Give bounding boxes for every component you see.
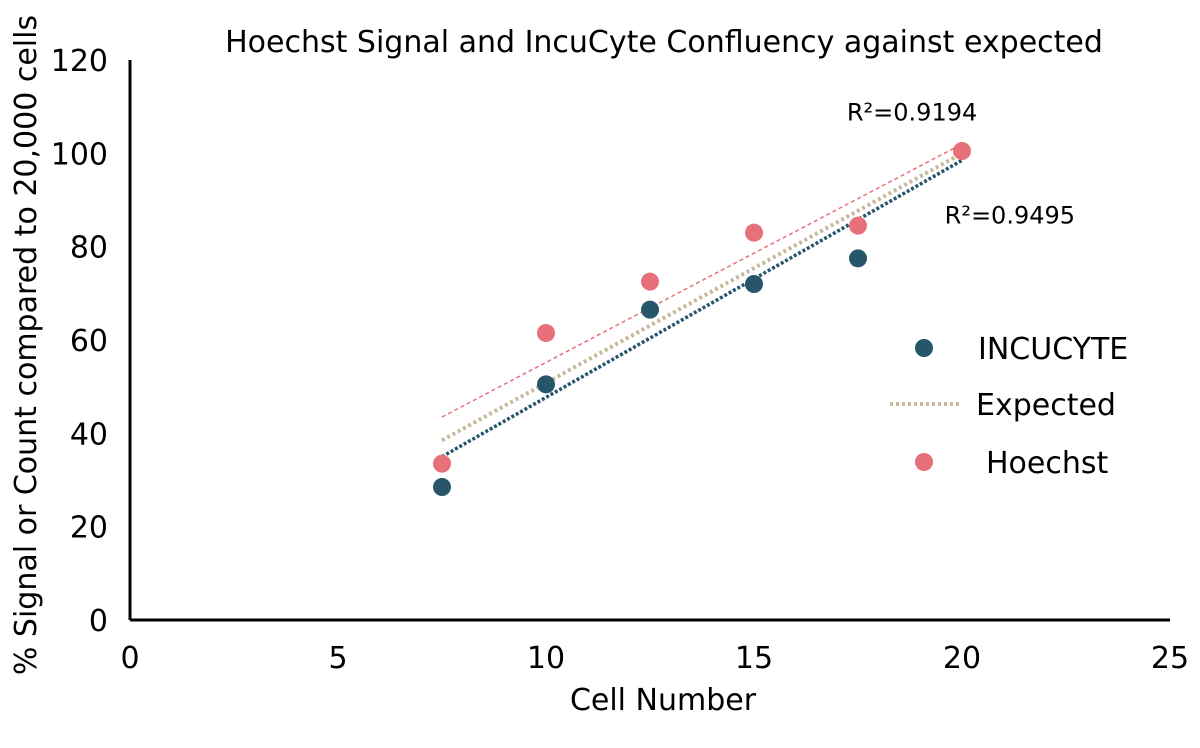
data-points — [433, 142, 971, 496]
hoechst-point — [433, 454, 451, 473]
y-tick-labels: 0 20 40 60 80 100 120 — [51, 44, 108, 639]
x-tick-label: 10 — [527, 641, 565, 676]
x-tick-label: 15 — [735, 641, 773, 676]
x-tick-label: 20 — [943, 641, 981, 676]
hoechst-point — [537, 324, 555, 342]
x-tick-label: 5 — [328, 641, 347, 676]
incucyte-point — [641, 300, 659, 319]
y-tick-label: 120 — [51, 44, 108, 79]
y-axis-title: % Signal or Count compared to 20,000 cel… — [9, 15, 44, 675]
hoechst-point — [953, 142, 971, 160]
y-tick-label: 100 — [51, 137, 108, 172]
legend: INCUCYTE Expected Hoechst — [890, 332, 1128, 481]
trendlines — [441, 143, 963, 459]
incucyte-point — [745, 275, 763, 293]
x-tick-label: 25 — [1151, 641, 1189, 676]
hoechst-point — [745, 223, 763, 242]
legend-label-hoechst: Hoechst — [986, 446, 1109, 481]
annotations: R²=0.9194 R²=0.9495 — [847, 99, 1075, 230]
x-axis-title: Cell Number — [570, 683, 757, 718]
legend-label-incucyte: INCUCYTE — [978, 332, 1128, 367]
incucyte-point — [433, 478, 451, 496]
x-tick-label: 0 — [120, 641, 139, 676]
hoechst-point — [849, 216, 867, 235]
incucyte-trendline — [441, 158, 963, 459]
legend-marker-hoechst — [915, 453, 933, 471]
legend-marker-incucyte — [915, 339, 933, 357]
y-tick-label: 40 — [70, 417, 108, 452]
legend-label-expected: Expected — [976, 388, 1116, 423]
r-squared-annotation: R²=0.9495 — [945, 201, 1075, 229]
hoechst-point — [641, 272, 659, 291]
y-tick-label: 20 — [70, 511, 108, 546]
r-squared-annotation: R²=0.9194 — [847, 99, 977, 127]
x-tick-labels: 0 5 10 15 20 25 — [120, 641, 1189, 676]
y-tick-label: 60 — [70, 324, 108, 359]
incucyte-point — [537, 375, 555, 394]
hoechst-trendline — [441, 143, 963, 418]
y-tick-label: 0 — [89, 604, 108, 639]
incucyte-point — [849, 249, 867, 268]
chart-title: Hoechst Signal and IncuCyte Confluency a… — [225, 25, 1103, 60]
expected-line — [441, 151, 963, 443]
y-tick-label: 80 — [70, 231, 108, 266]
